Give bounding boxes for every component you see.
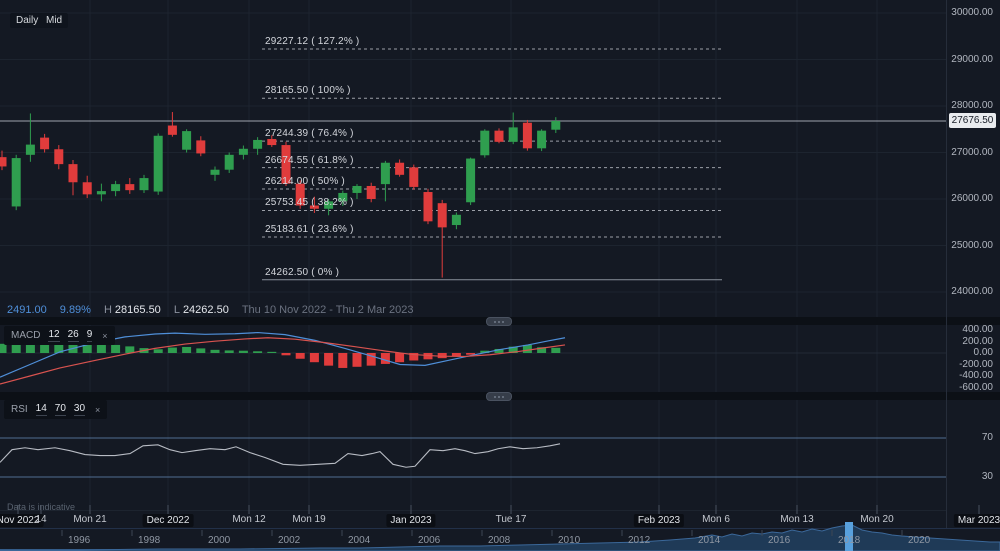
macd-param-signal[interactable]: 9 bbox=[86, 329, 93, 342]
rsi-param-upper[interactable]: 70 bbox=[54, 403, 66, 416]
navigator-position-marker[interactable] bbox=[845, 522, 853, 551]
fib-retracement bbox=[262, 48, 722, 281]
macd-param-fast[interactable]: 12 bbox=[48, 329, 60, 342]
pane-resize-handle-macd[interactable] bbox=[486, 317, 512, 326]
rsi-line bbox=[0, 443, 561, 468]
current-price-badge: 27676.50 bbox=[949, 113, 996, 128]
signal-line bbox=[0, 337, 566, 385]
high-readout: H 28165.50 bbox=[104, 304, 161, 316]
timeframe-daily-button[interactable]: Daily bbox=[10, 13, 45, 28]
rsi-param-period[interactable]: 14 bbox=[35, 403, 47, 416]
rsi-close-icon[interactable]: × bbox=[95, 404, 101, 415]
macd-indicator-chip[interactable]: MACD 12 26 9 × bbox=[4, 326, 115, 345]
navigator-history-area bbox=[0, 524, 1000, 551]
gridlines bbox=[0, 0, 946, 505]
change-value: 2491.00 bbox=[7, 304, 47, 316]
low-value: 24262.50 bbox=[182, 304, 229, 316]
change-percent: 9.89% bbox=[59, 304, 91, 316]
data-indicative-note: Data is indicative bbox=[7, 502, 76, 512]
macd-close-icon[interactable]: × bbox=[102, 330, 108, 341]
candlestick-series bbox=[0, 112, 561, 278]
price-mid-button[interactable]: Mid bbox=[40, 13, 69, 28]
pane-resize-handle-rsi[interactable] bbox=[486, 392, 512, 401]
macd-param-slow[interactable]: 26 bbox=[67, 329, 79, 342]
rsi-indicator-chip[interactable]: RSI 14 70 30 × bbox=[4, 400, 108, 419]
high-value: 28165.50 bbox=[114, 304, 161, 316]
rsi-label: RSI bbox=[11, 404, 28, 415]
high-label: H bbox=[103, 304, 112, 316]
rsi-param-lower[interactable]: 30 bbox=[73, 403, 86, 416]
ohlc-info-bar: 2491.00 9.89% H 28165.50 L 24262.50 Thu 10… bbox=[7, 304, 413, 316]
macd-label: MACD bbox=[11, 330, 41, 341]
low-readout: L 24262.50 bbox=[174, 304, 229, 316]
date-range: Thu 10 Nov 2022 - Thu 2 Mar 2023 bbox=[241, 304, 414, 316]
low-label: L bbox=[173, 304, 180, 316]
